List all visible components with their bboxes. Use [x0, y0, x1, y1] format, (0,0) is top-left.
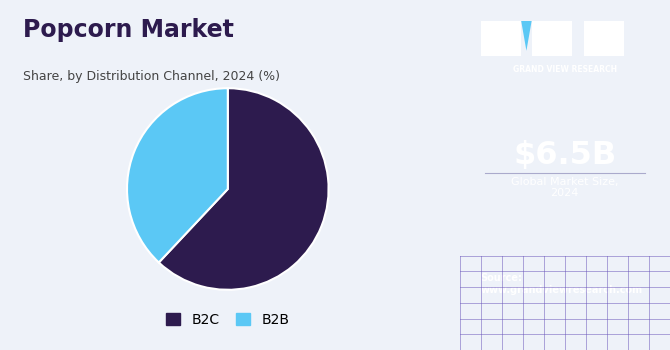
Text: Global Market Size,
2024: Global Market Size, 2024 — [511, 177, 618, 198]
Polygon shape — [521, 21, 531, 51]
Wedge shape — [159, 88, 328, 290]
Text: Share, by Distribution Channel, 2024 (%): Share, by Distribution Channel, 2024 (%) — [23, 70, 280, 83]
Text: Source:
www.grandviewresearch.com: Source: www.grandviewresearch.com — [480, 273, 643, 295]
Text: Popcorn Market: Popcorn Market — [23, 18, 234, 42]
FancyBboxPatch shape — [584, 21, 624, 56]
Text: GRAND VIEW RESEARCH: GRAND VIEW RESEARCH — [513, 65, 617, 74]
FancyBboxPatch shape — [480, 21, 521, 56]
Wedge shape — [127, 88, 228, 262]
FancyBboxPatch shape — [532, 21, 572, 56]
Legend: B2C, B2B: B2C, B2B — [162, 308, 293, 331]
Text: $6.5B: $6.5B — [513, 140, 616, 171]
